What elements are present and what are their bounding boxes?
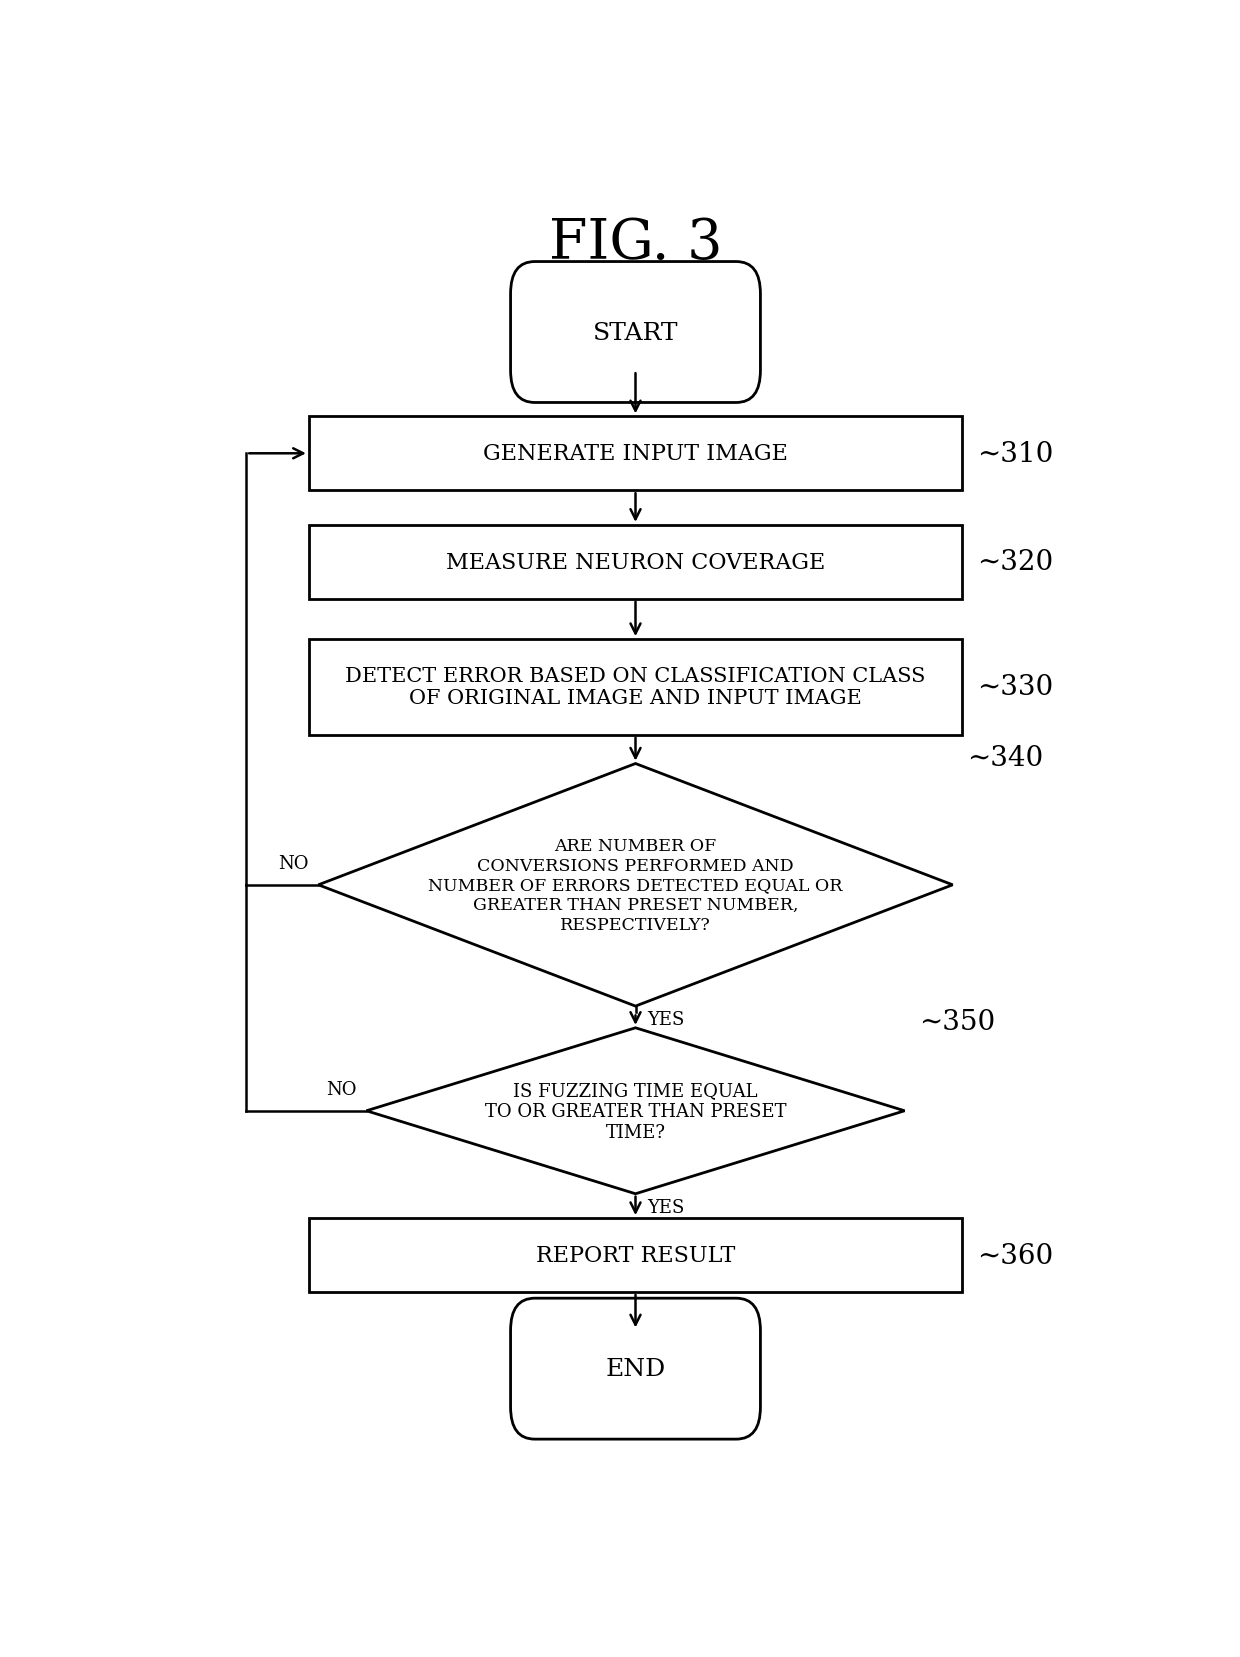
- Text: ∼350: ∼350: [919, 1009, 996, 1036]
- Text: GENERATE INPUT IMAGE: GENERATE INPUT IMAGE: [484, 442, 787, 466]
- Text: ARE NUMBER OF
CONVERSIONS PERFORMED AND
NUMBER OF ERRORS DETECTED EQUAL OR
GREAT: ARE NUMBER OF CONVERSIONS PERFORMED AND …: [428, 837, 843, 933]
- FancyBboxPatch shape: [511, 262, 760, 403]
- Text: NO: NO: [326, 1080, 357, 1099]
- Text: YES: YES: [647, 1198, 684, 1216]
- Text: NO: NO: [278, 855, 309, 873]
- Text: MEASURE NEURON COVERAGE: MEASURE NEURON COVERAGE: [446, 552, 825, 573]
- Text: REPORT RESULT: REPORT RESULT: [536, 1244, 735, 1266]
- Bar: [309, 640, 962, 736]
- FancyBboxPatch shape: [511, 1299, 760, 1440]
- Text: ∼340: ∼340: [967, 744, 1043, 771]
- Polygon shape: [319, 764, 952, 1006]
- Text: IS FUZZING TIME EQUAL
TO OR GREATER THAN PRESET
TIME?: IS FUZZING TIME EQUAL TO OR GREATER THAN…: [485, 1082, 786, 1142]
- Text: ∼360: ∼360: [977, 1241, 1053, 1269]
- Text: ∼310: ∼310: [977, 441, 1053, 467]
- Text: END: END: [605, 1357, 666, 1380]
- Text: START: START: [593, 321, 678, 345]
- Text: DETECT ERROR BASED ON CLASSIFICATION CLASS
OF ORIGINAL IMAGE AND INPUT IMAGE: DETECT ERROR BASED ON CLASSIFICATION CLA…: [345, 668, 926, 708]
- Text: ∼320: ∼320: [977, 548, 1053, 577]
- Bar: [309, 418, 962, 490]
- Polygon shape: [367, 1027, 905, 1195]
- Text: ∼330: ∼330: [977, 674, 1053, 701]
- Text: FIG. 3: FIG. 3: [549, 215, 722, 270]
- Text: YES: YES: [647, 1011, 684, 1029]
- Bar: [309, 525, 962, 600]
- Bar: [309, 1218, 962, 1292]
